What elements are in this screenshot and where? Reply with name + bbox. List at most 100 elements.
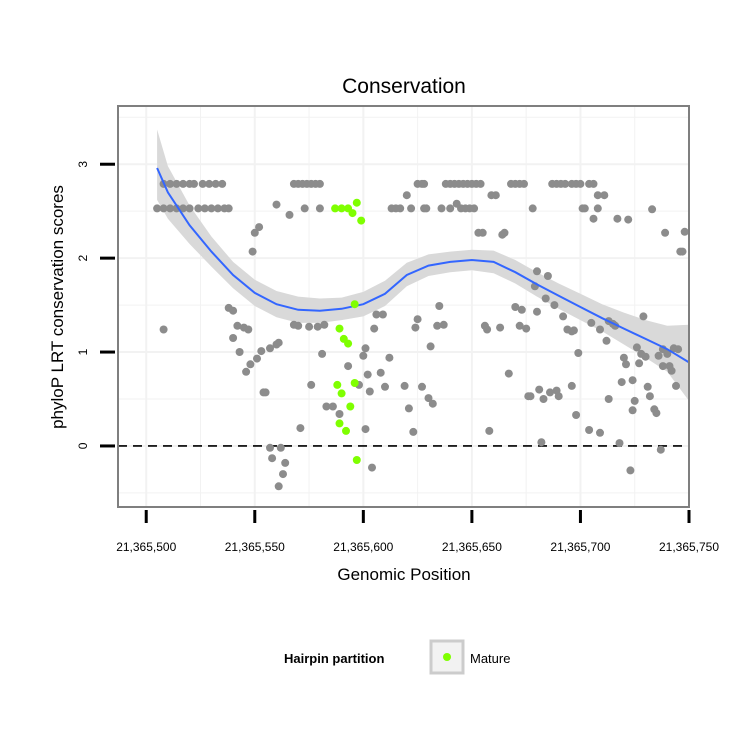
legend-key-mature — [443, 653, 451, 661]
data-point — [378, 310, 387, 319]
smooth-line — [156, 167, 690, 364]
data-point — [437, 204, 446, 213]
data-point-mature — [357, 216, 366, 225]
data-point — [485, 426, 494, 435]
data-point — [672, 381, 680, 390]
data-point — [250, 228, 259, 237]
data-point — [589, 179, 598, 188]
data-point — [476, 179, 485, 188]
data-point — [617, 378, 626, 387]
data-point — [615, 439, 624, 448]
data-point — [613, 214, 622, 223]
x-tick-label: 21,365,650 — [442, 540, 502, 554]
data-point — [361, 344, 370, 353]
confidence-ribbon — [157, 129, 690, 401]
data-point — [593, 204, 602, 213]
data-point — [200, 204, 209, 213]
data-point — [428, 399, 437, 408]
data-point — [257, 347, 266, 356]
legend: Hairpin partition Mature — [284, 639, 510, 675]
data-point — [652, 409, 661, 418]
data-point — [635, 359, 644, 368]
data-point — [446, 204, 455, 213]
data-point — [550, 301, 559, 310]
data-point-mature — [337, 389, 346, 398]
data-point — [370, 324, 379, 333]
data-point — [628, 376, 637, 385]
data-point — [296, 424, 305, 433]
data-point — [248, 247, 257, 256]
y-axis: 0 1 2 3 — [76, 161, 115, 449]
data-point — [543, 272, 552, 280]
data-point — [266, 443, 274, 452]
data-point — [246, 360, 255, 369]
data-point — [504, 369, 513, 378]
data-point — [418, 382, 426, 391]
data-point — [218, 179, 227, 188]
data-point — [680, 227, 689, 236]
data-point — [596, 428, 604, 437]
data-point — [328, 402, 337, 411]
data-point — [533, 307, 541, 316]
data-point — [574, 349, 583, 357]
data-point — [159, 204, 168, 213]
data-point — [322, 402, 331, 411]
data-point-mature — [352, 198, 361, 207]
data-point — [229, 306, 238, 315]
x-tick-label: 21,365,750 — [659, 540, 719, 554]
data-points-mature — [331, 198, 366, 464]
data-point — [587, 318, 596, 327]
data-point — [628, 406, 637, 415]
data-point — [244, 325, 253, 334]
data-point — [285, 210, 294, 219]
data-point — [300, 204, 309, 213]
data-point — [281, 458, 290, 467]
data-point — [166, 204, 175, 213]
data-point — [661, 228, 670, 237]
data-point — [320, 320, 329, 329]
data-point — [624, 215, 633, 224]
data-point-mature — [352, 456, 361, 464]
data-point — [667, 366, 676, 375]
data-point — [229, 334, 238, 342]
data-point — [561, 179, 570, 188]
y-tick-label: 1 — [76, 348, 90, 355]
data-point — [294, 321, 303, 330]
data-point — [678, 247, 687, 256]
data-point — [235, 348, 244, 356]
data-point — [315, 179, 324, 188]
data-point — [166, 179, 175, 188]
data-point-mature — [344, 339, 353, 348]
data-point — [619, 353, 628, 362]
y-axis-title: phyloP LRT conservation scores — [48, 185, 67, 429]
data-point — [233, 321, 242, 330]
data-point — [396, 204, 405, 213]
x-tick-label: 21,365,700 — [550, 540, 610, 554]
data-point — [515, 321, 524, 330]
data-point — [365, 387, 374, 396]
data-point — [224, 204, 233, 213]
data-point-mature — [335, 419, 344, 428]
x-tick-label: 21,365,500 — [116, 540, 176, 554]
data-point — [318, 349, 327, 358]
data-point — [307, 380, 316, 389]
data-point — [255, 223, 264, 232]
data-point — [526, 392, 535, 401]
data-point — [402, 191, 411, 200]
data-point-mature — [331, 204, 340, 213]
data-point — [305, 322, 314, 331]
data-point-mature — [350, 300, 359, 309]
data-point — [407, 204, 416, 213]
data-point — [368, 463, 376, 472]
data-point — [211, 179, 220, 188]
data-point — [213, 204, 222, 213]
data-point — [567, 381, 576, 390]
data-point — [478, 228, 487, 237]
data-point — [420, 179, 429, 188]
data-point — [596, 325, 604, 334]
data-point — [315, 204, 324, 213]
data-point — [622, 360, 630, 369]
data-point — [433, 321, 442, 330]
data-points-other — [153, 179, 689, 491]
data-point — [569, 326, 578, 335]
